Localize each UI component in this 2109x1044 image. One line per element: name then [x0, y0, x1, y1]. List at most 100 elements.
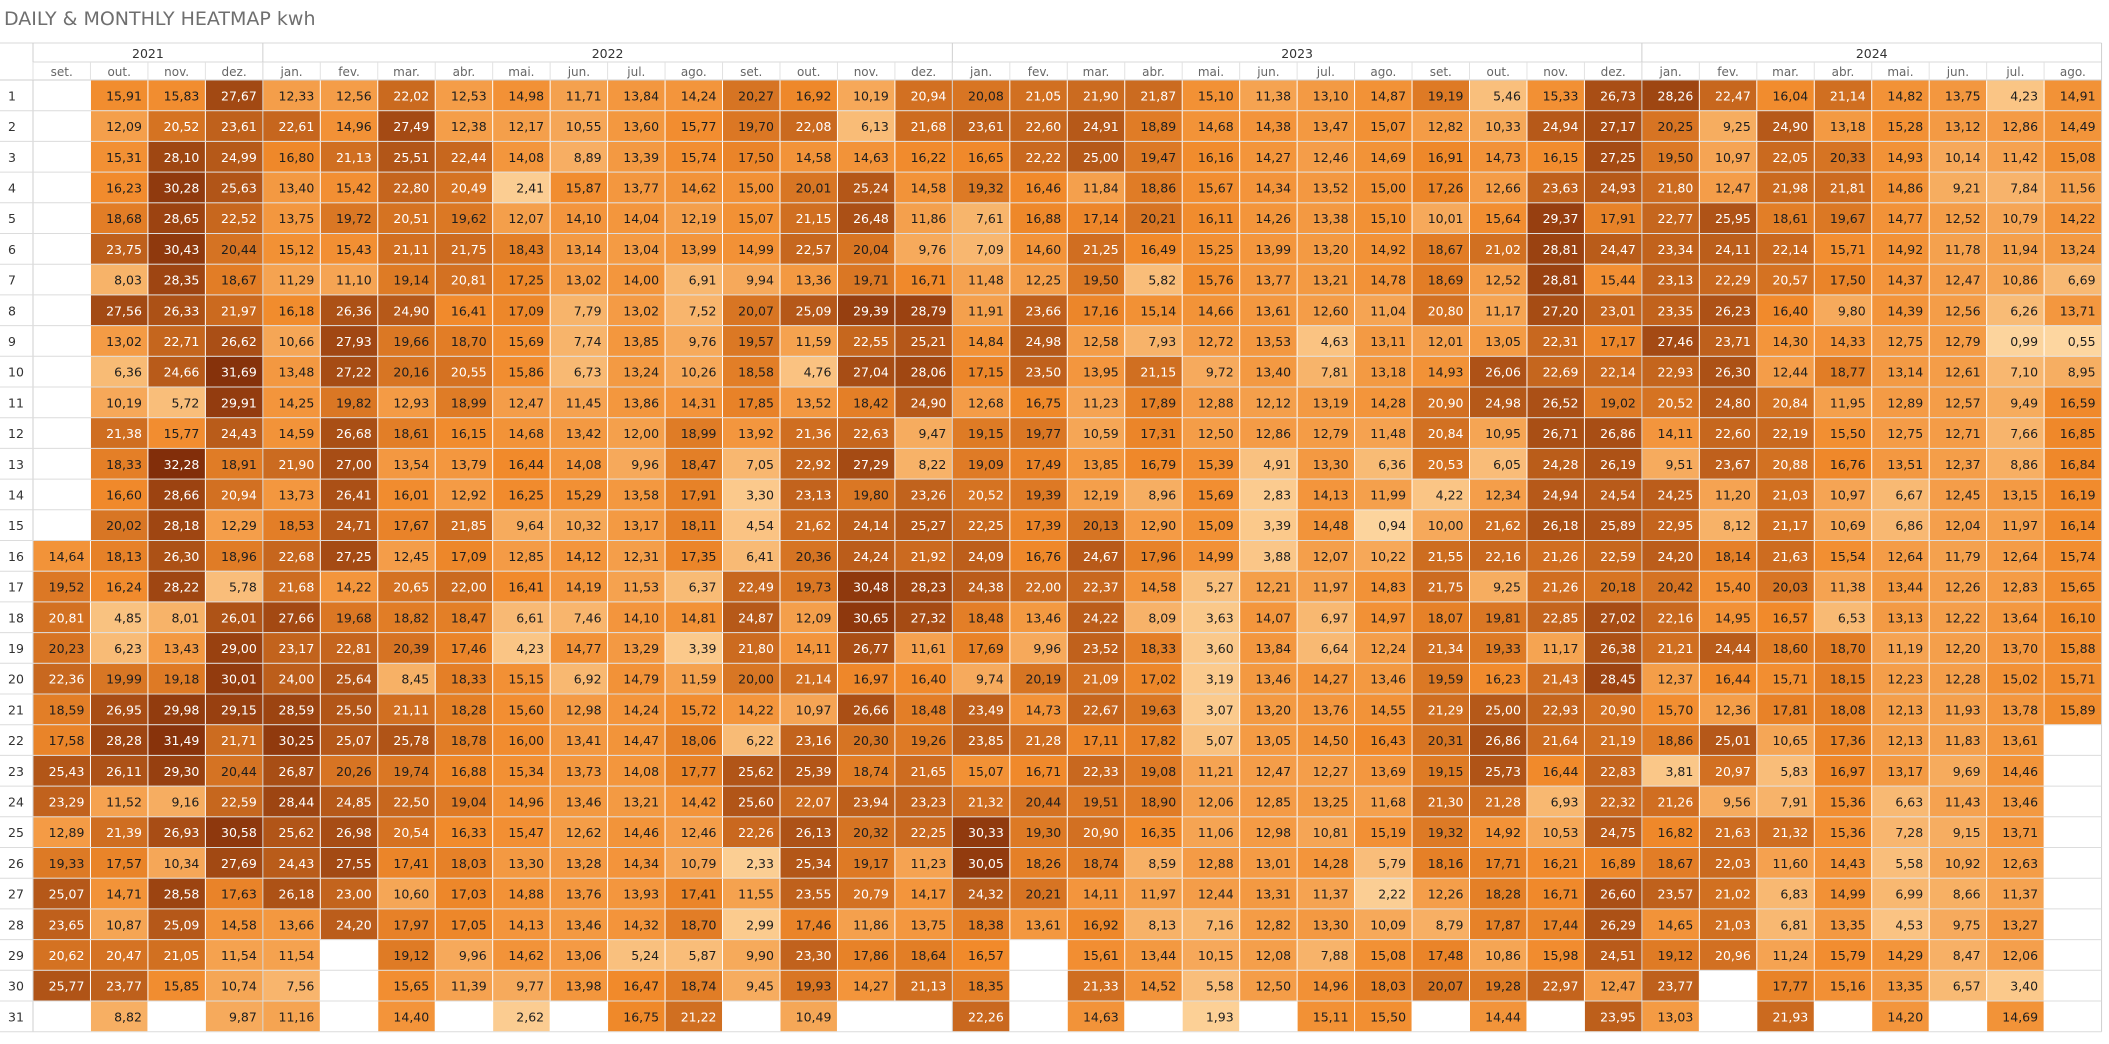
- heatmap-cell: [723, 848, 780, 878]
- cell-value-label: 13,58: [623, 487, 659, 502]
- cell-value-label: 8,79: [1436, 917, 1464, 932]
- cell-value-label: 15,02: [2002, 672, 2038, 687]
- cell-value-label: 13,05: [1255, 733, 1291, 748]
- heatmap-cell: [837, 479, 895, 510]
- heatmap-cell: [1182, 940, 1240, 970]
- cell-value-label: 7,74: [574, 334, 602, 349]
- heatmap-cell: [1182, 510, 1240, 540]
- cell-value-label: 13,48: [279, 365, 315, 380]
- heatmap-cell: [493, 725, 550, 755]
- heatmap-cell: [1067, 725, 1125, 755]
- heatmap-cell: [493, 295, 550, 326]
- cell-value-label: 20,44: [221, 242, 257, 257]
- cell-value-label: 20,51: [393, 211, 429, 226]
- heatmap-cell: [435, 694, 493, 725]
- heatmap-cell: [1240, 970, 1297, 1001]
- heatmap-cell: [90, 172, 148, 203]
- cell-value-label: 26,30: [164, 549, 200, 564]
- cell-value-label: 4,23: [2010, 88, 2038, 103]
- heatmap-cell: [493, 633, 550, 663]
- heatmap-cell: [1125, 264, 1182, 295]
- heatmap-cell: [263, 755, 320, 786]
- day-label: 11: [8, 395, 24, 410]
- heatmap-cell: [148, 694, 205, 725]
- cell-value-label: 16,11: [1198, 211, 1234, 226]
- cell-value-label: 24,54: [1600, 487, 1636, 502]
- heatmap-cell: [895, 878, 952, 909]
- cell-value-label: 9,49: [2010, 395, 2038, 410]
- heatmap-cell: [1297, 878, 1355, 909]
- heatmap-cell: [320, 295, 378, 326]
- heatmap-cell: [723, 326, 780, 356]
- cell-value-label: 18,86: [1140, 180, 1176, 195]
- cell-value-label: 3,39: [1263, 518, 1291, 533]
- heatmap-cell: [723, 80, 780, 111]
- cell-value-label: 13,21: [623, 794, 659, 809]
- heatmap-cell: [1527, 141, 1584, 172]
- cell-value-label: 24,87: [738, 610, 774, 625]
- cell-value-label: 2,99: [746, 917, 774, 932]
- heatmap-cell: [148, 848, 205, 878]
- heatmap-cell: [1067, 111, 1125, 141]
- heatmap-cell: [378, 479, 435, 510]
- cell-value-label: 18,59: [49, 702, 85, 717]
- cell-value-label: 13,36: [796, 273, 832, 288]
- cell-value-label: 16,35: [1140, 825, 1176, 840]
- heatmap-cell: [895, 203, 952, 233]
- cell-value-label: 14,34: [1255, 180, 1291, 195]
- cell-value-label: 12,52: [1485, 273, 1521, 288]
- cell-value-label: 18,07: [1428, 610, 1464, 625]
- heatmap-cell: [263, 387, 320, 418]
- day-label: 28: [8, 917, 24, 932]
- heatmap-cell: [1412, 602, 1469, 633]
- heatmap-cell: [1412, 510, 1469, 540]
- cell-value-label: 22,67: [1083, 702, 1119, 717]
- heatmap-cell: [1470, 111, 1527, 141]
- cell-value-label: 16,59: [2060, 395, 2096, 410]
- cell-value-label: 27,00: [336, 457, 372, 472]
- heatmap-cell: [665, 694, 723, 725]
- cell-value-label: 20,55: [451, 365, 487, 380]
- cell-value-label: 17,39: [1025, 518, 1061, 533]
- cell-value-label: 5,87: [689, 948, 717, 963]
- cell-value-label: 13,17: [623, 518, 659, 533]
- heatmap-cell: [33, 878, 90, 909]
- heatmap-cell: [378, 663, 435, 694]
- heatmap-cell: [608, 633, 665, 663]
- cell-value-label: 28,18: [164, 518, 200, 533]
- cell-value-label: 22,49: [738, 580, 774, 595]
- cell-value-label: 17,87: [1485, 917, 1521, 932]
- cell-value-label: 30,25: [279, 733, 315, 748]
- heatmap-cell: [723, 878, 780, 909]
- heatmap-cell: [148, 387, 205, 418]
- cell-value-label: 10,86: [2002, 273, 2038, 288]
- heatmap-cell: [837, 817, 895, 847]
- heatmap-cell: [1182, 878, 1240, 909]
- heatmap-cell: [1182, 817, 1240, 847]
- heatmap-cell: [780, 295, 837, 326]
- cell-value-label: 17,14: [1083, 211, 1119, 226]
- cell-value-label: 32,28: [164, 457, 200, 472]
- heatmap-cell: [1355, 141, 1412, 172]
- cell-value-label: 7,88: [1321, 948, 1349, 963]
- heatmap-cell: [895, 725, 952, 755]
- heatmap-cell: [780, 786, 837, 817]
- heatmap-cell: [952, 541, 1010, 571]
- heatmap-cell: [837, 141, 895, 172]
- heatmap-cell: [1470, 418, 1527, 448]
- cell-value-label: 12,09: [106, 119, 142, 134]
- cell-value-label: 6,37: [689, 580, 717, 595]
- heatmap-cell: [435, 234, 493, 264]
- cell-value-label: 14,39: [1887, 303, 1923, 318]
- heatmap-cell: [1010, 141, 1067, 172]
- cell-value-label: 8,13: [1148, 917, 1176, 932]
- cell-value-label: 14,68: [1198, 119, 1234, 134]
- cell-value-label: 20,02: [106, 518, 142, 533]
- cell-value-label: 20,07: [738, 303, 774, 318]
- heatmap-cell: [1412, 326, 1469, 356]
- heatmap-cell: [320, 80, 378, 111]
- cell-value-label: 28,45: [1600, 672, 1636, 687]
- cell-value-label: 11,84: [1083, 180, 1119, 195]
- month-label: dez.: [1601, 65, 1626, 79]
- cell-value-label: 14,00: [623, 273, 659, 288]
